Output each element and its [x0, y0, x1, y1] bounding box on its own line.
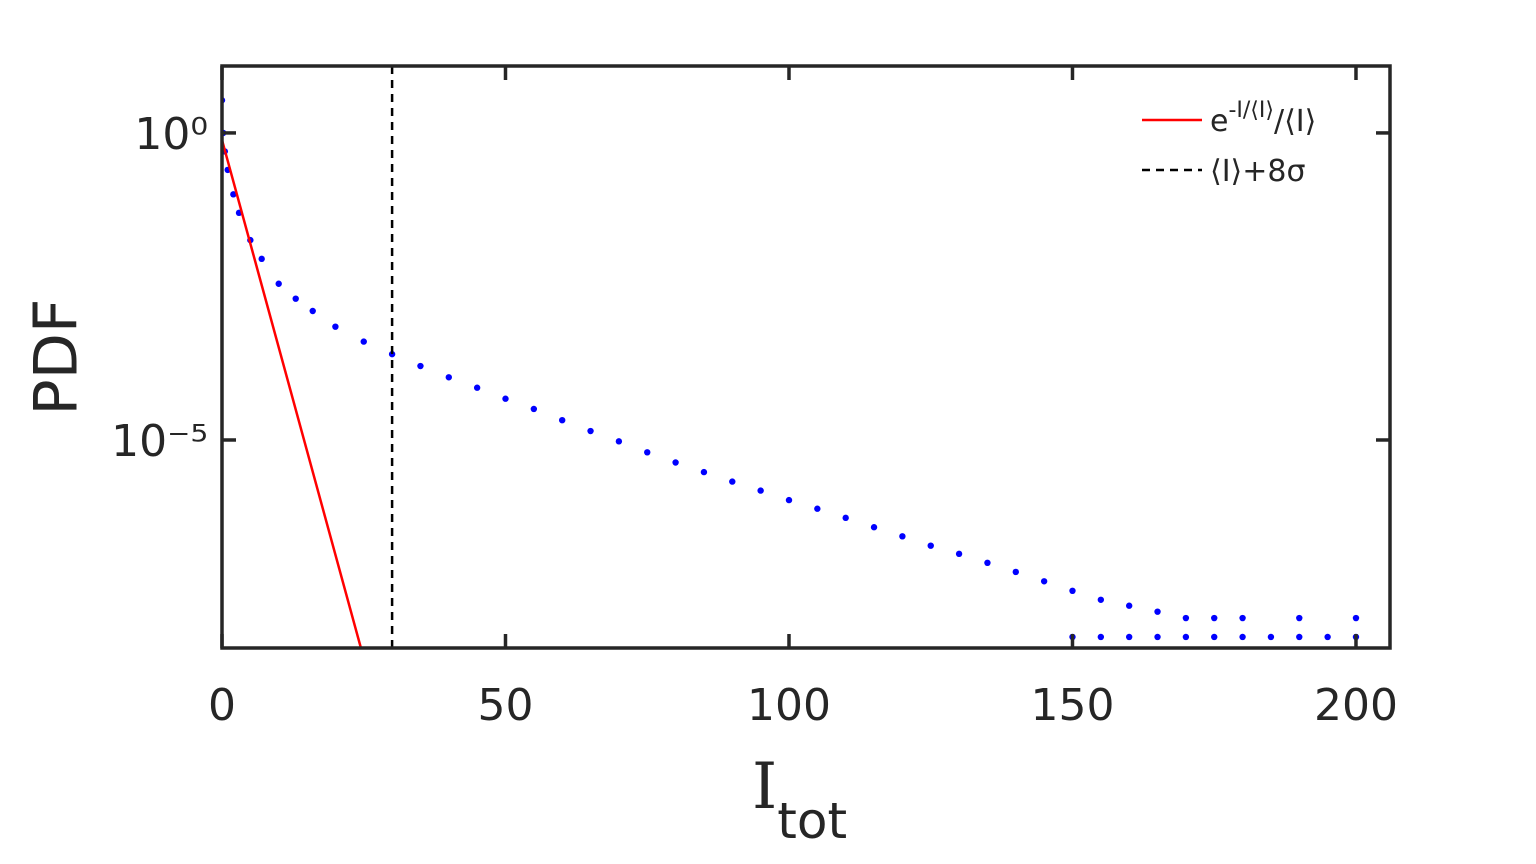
x-tick-label: 200	[1314, 680, 1398, 731]
point	[388, 350, 396, 358]
point	[700, 468, 708, 476]
point	[445, 374, 452, 381]
x-tick-label: 100	[747, 680, 831, 731]
point	[360, 338, 367, 345]
point	[473, 384, 481, 391]
point	[1125, 602, 1133, 609]
legend-label-main: ⟨I⟩+8σ	[1210, 154, 1306, 189]
point	[530, 405, 538, 413]
point	[587, 427, 594, 435]
point	[1154, 633, 1161, 641]
point	[1097, 633, 1105, 641]
point	[955, 550, 963, 558]
x-axis-label-sub: tot	[777, 792, 847, 850]
point	[1324, 633, 1331, 641]
x-tick-label: 0	[208, 680, 236, 731]
point	[814, 505, 821, 512]
point	[417, 362, 424, 370]
point	[870, 524, 878, 531]
point	[899, 533, 906, 540]
x-axis-label-main: I	[752, 750, 777, 824]
point	[1097, 596, 1105, 603]
point	[1182, 614, 1190, 622]
legend-label-tail: /⟨I⟩	[1274, 104, 1316, 139]
point	[558, 416, 566, 424]
x-tick-label: 50	[477, 680, 533, 731]
point	[984, 559, 991, 567]
point	[1211, 614, 1218, 622]
point	[1040, 578, 1048, 585]
point	[1296, 614, 1303, 622]
point	[1182, 633, 1190, 641]
point	[1267, 633, 1275, 641]
x-tick-label: 150	[1030, 680, 1114, 731]
point	[785, 496, 793, 504]
axes-box	[220, 64, 1392, 650]
point	[672, 459, 679, 466]
point	[1239, 633, 1246, 641]
y-tick-label: 10⁻⁵	[111, 416, 208, 467]
legend-label-sup: -I/⟨I⟩	[1228, 98, 1274, 123]
legend-label: ⟨I⟩+8σ	[1210, 154, 1306, 189]
legend-label: e-I/⟨I⟩/⟨I⟩	[1210, 98, 1316, 139]
point	[842, 514, 849, 522]
point	[332, 323, 339, 330]
point	[1239, 614, 1246, 622]
x-axis-label: Itot	[752, 750, 847, 850]
point	[230, 191, 237, 198]
point	[1125, 633, 1133, 641]
line	[222, 139, 363, 648]
point	[1069, 587, 1076, 595]
y-axis-label: PDF	[22, 299, 92, 416]
point	[292, 295, 299, 302]
point	[644, 449, 651, 456]
point	[502, 395, 509, 402]
point	[1012, 568, 1019, 576]
point	[1296, 633, 1303, 641]
point	[275, 280, 282, 287]
point	[1352, 614, 1360, 622]
point	[615, 438, 623, 445]
point	[729, 478, 736, 485]
point	[1154, 608, 1161, 615]
point	[757, 487, 764, 494]
y-tick-label: 10⁰	[134, 109, 208, 160]
point	[309, 307, 316, 315]
point	[927, 542, 934, 549]
point	[258, 255, 265, 263]
legend-label-main: e	[1210, 104, 1228, 139]
plot-area	[222, 66, 1360, 648]
point	[1211, 633, 1218, 641]
